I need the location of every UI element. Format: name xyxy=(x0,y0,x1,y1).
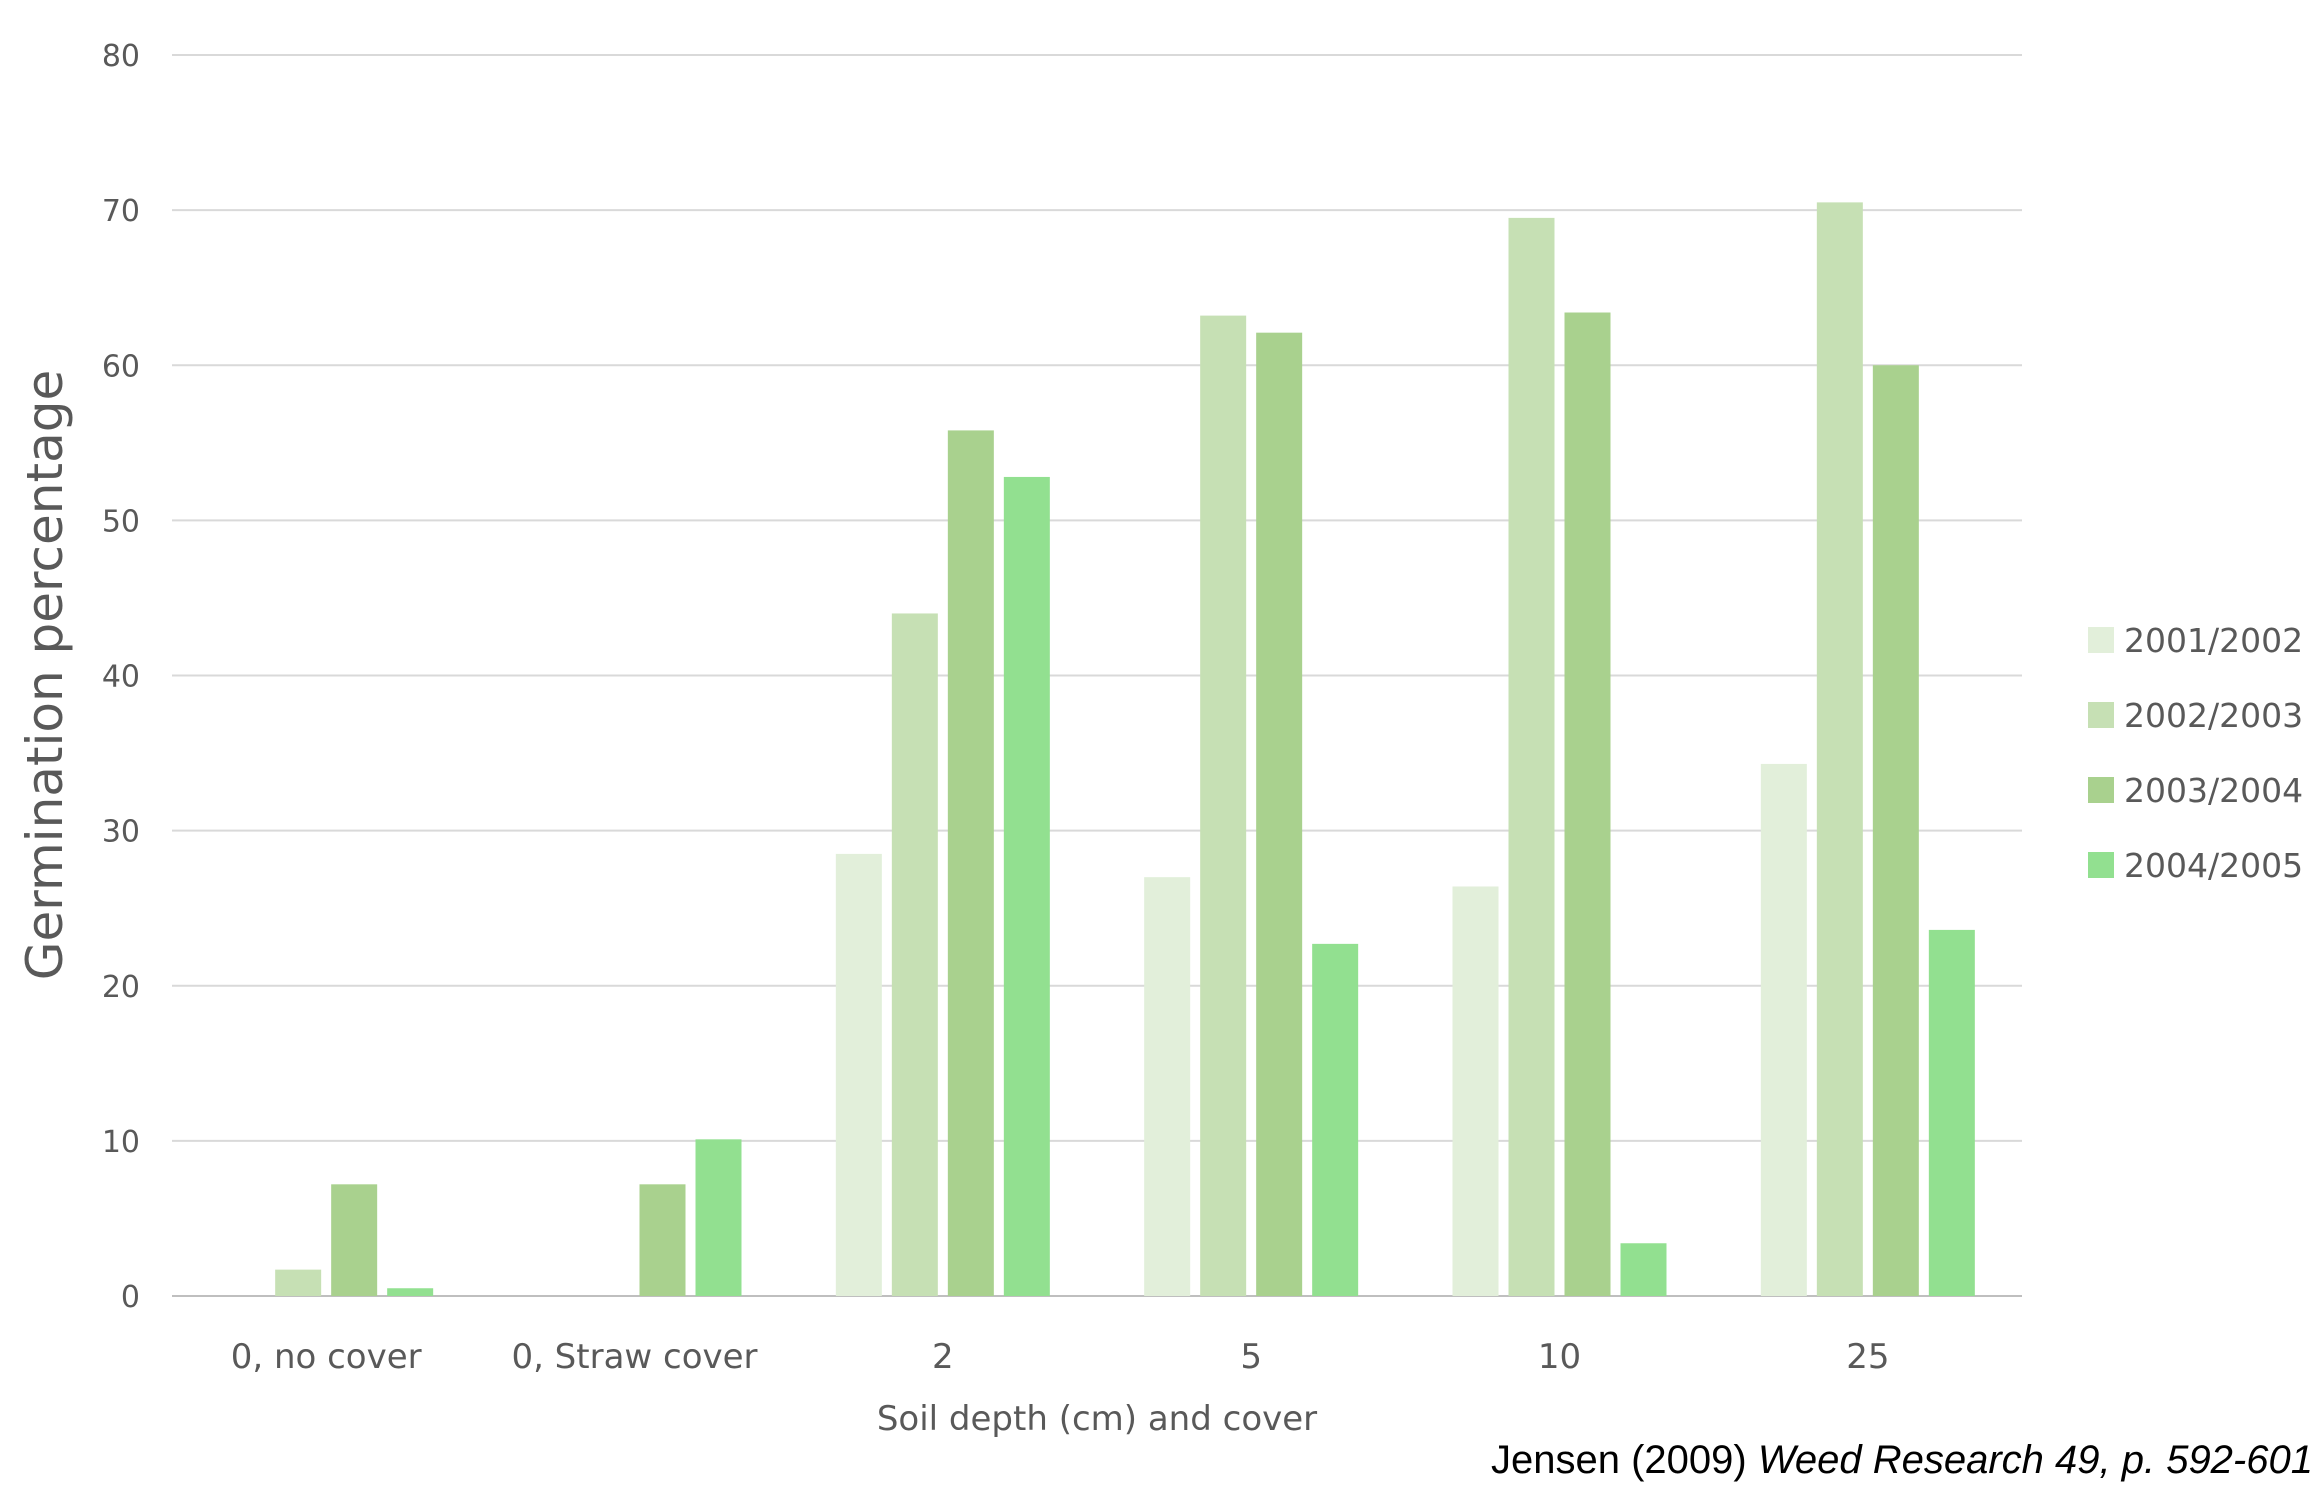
citation-prefix: Jensen (2009) xyxy=(1490,1438,1758,1482)
bar-2001/2002-2 xyxy=(835,853,882,1296)
citation: Jensen (2009) Weed Research 49, p. 592-6… xyxy=(1491,1438,2313,1483)
x-tick-label: 0, no cover xyxy=(231,1337,422,1377)
bar-2001/2002-5 xyxy=(1144,877,1191,1296)
y-tick-label: 20 xyxy=(102,970,140,1005)
bar-2002/2003-25 xyxy=(1816,202,1863,1296)
y-tick-label: 0 xyxy=(121,1280,140,1315)
bar-2003/2004-25 xyxy=(1872,365,1919,1296)
legend-swatch xyxy=(2088,852,2114,878)
y-tick-label: 30 xyxy=(102,815,140,850)
x-tick-label: 0, Straw cover xyxy=(511,1337,757,1377)
y-tick-label: 70 xyxy=(102,194,140,229)
legend-label: 2001/2002 xyxy=(2124,621,2303,660)
bar-2003/2004-10 xyxy=(1564,312,1611,1296)
x-tick-label: 2 xyxy=(932,1337,954,1377)
bar-2003/2004-0, no cover xyxy=(331,1184,378,1296)
bar-2002/2003-10 xyxy=(1508,217,1555,1297)
citation-journal: Weed Research 49, p. 592-601 xyxy=(1757,1438,2313,1482)
y-tick-label: 10 xyxy=(102,1125,140,1160)
legend-label: 2004/2005 xyxy=(2124,846,2303,885)
x-tick-label: 25 xyxy=(1846,1337,1889,1377)
bar-2004/2005-2 xyxy=(1003,476,1050,1296)
y-tick-label: 80 xyxy=(102,39,140,74)
x-axis-ticks: 0, no cover 0, Straw cover 2 5 10 25 xyxy=(231,1337,1890,1377)
legend-label: 2003/2004 xyxy=(2124,771,2303,810)
gridlines xyxy=(172,54,2022,1297)
legend-swatch xyxy=(2088,702,2114,728)
legend: 2001/2002 2002/2003 2003/2004 2004/2005 xyxy=(2088,621,2303,885)
bar-2004/2005-5 xyxy=(1312,943,1359,1296)
legend-swatch xyxy=(2088,777,2114,803)
bar-2004/2005-25 xyxy=(1928,929,1975,1296)
bar-2003/2004-0, Straw cover xyxy=(639,1184,686,1296)
bar-2004/2005-10 xyxy=(1620,1243,1667,1296)
y-tick-label: 50 xyxy=(102,504,140,539)
bar-2001/2002-25 xyxy=(1760,763,1807,1296)
y-tick-label: 60 xyxy=(102,349,140,384)
bar-2001/2002-10 xyxy=(1452,886,1499,1296)
y-axis-title: Germination percentage xyxy=(16,370,74,980)
y-axis-ticks: 0 10 20 30 40 50 60 70 80 xyxy=(102,39,140,1315)
y-tick-label: 40 xyxy=(102,660,140,695)
x-tick-label: 5 xyxy=(1240,1337,1262,1377)
bar-2004/2005-0, no cover xyxy=(387,1288,434,1296)
legend-label: 2002/2003 xyxy=(2124,696,2303,735)
bar-2004/2005-0, Straw cover xyxy=(695,1139,742,1296)
x-axis-title: Soil depth (cm) and cover xyxy=(877,1399,1317,1439)
x-tick-label: 10 xyxy=(1538,1337,1581,1377)
bar-2003/2004-5 xyxy=(1256,332,1303,1297)
legend-swatch xyxy=(2088,627,2114,653)
bar-2002/2003-0, no cover xyxy=(275,1269,322,1296)
bar-2003/2004-2 xyxy=(947,430,994,1297)
bars xyxy=(275,202,1975,1297)
bar-2002/2003-2 xyxy=(891,613,938,1296)
bar-2002/2003-5 xyxy=(1200,315,1247,1296)
